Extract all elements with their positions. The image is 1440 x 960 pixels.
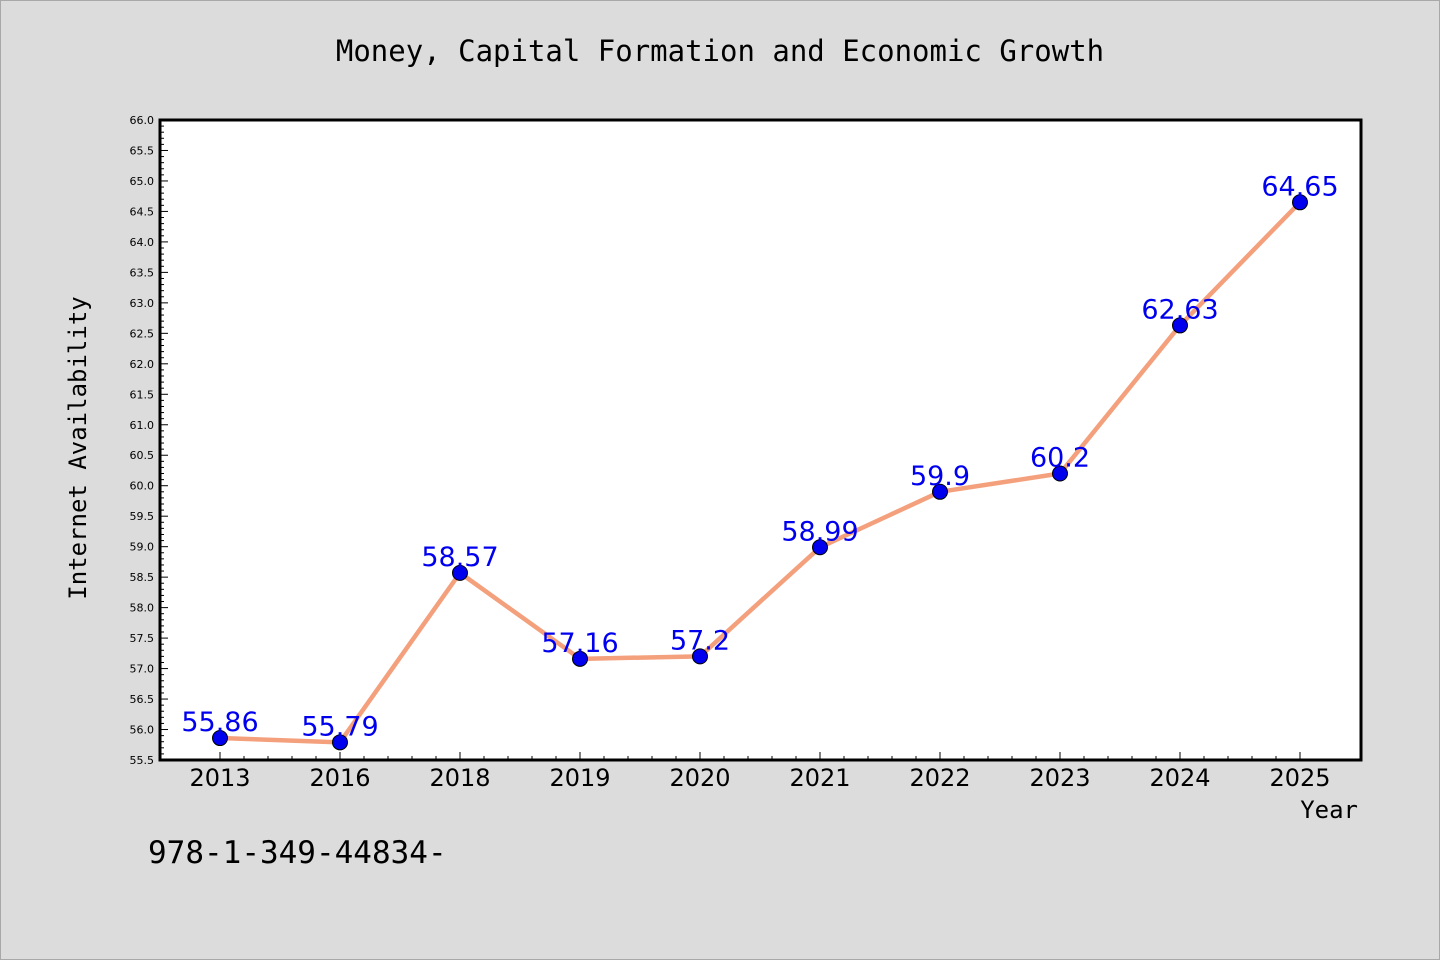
y-tick-label: 58.5: [130, 571, 155, 584]
data-point-marker: [452, 564, 468, 581]
y-tick-label: 57.0: [130, 663, 155, 676]
y-axis-ticks: 55.5 56.0 56.5 57.0 57.5 58.0 58.5 59.0 59.5 60.0…: [130, 114, 168, 767]
data-point-marker: [692, 648, 708, 665]
data-point-label: 58.99: [781, 516, 858, 547]
data-point-marker: [572, 650, 588, 667]
data-point-marker: [212, 730, 228, 747]
x-tick-label: 2016: [309, 764, 370, 792]
y-tick-label: 58.0: [130, 602, 155, 615]
y-tick-label: 63.0: [130, 297, 155, 310]
chart-title: Money, Capital Formation and Economic Gr…: [335, 34, 1105, 68]
data-point-label: 62.63: [1141, 294, 1218, 325]
data-point-label: 57.16: [541, 628, 618, 659]
data-point-label: 55.79: [301, 711, 378, 742]
x-tick-label: 2022: [909, 764, 970, 792]
x-axis-ticks: 2013 2016 2018 2019 2020 2021 2022 2023 2024 2025: [189, 752, 1331, 792]
data-point-marker: [1052, 465, 1068, 482]
x-tick-label: 2018: [429, 764, 490, 792]
y-tick-label: 65.0: [130, 175, 155, 188]
data-point-marker: [1172, 317, 1188, 334]
data-point-label: 64.65: [1261, 171, 1338, 202]
y-tick-label: 56.0: [130, 724, 155, 737]
y-tick-label: 60.5: [130, 449, 155, 462]
y-tick-label: 61.5: [130, 388, 155, 401]
series-line: [217, 200, 1303, 745]
y-tick-label: 62.5: [130, 327, 155, 340]
data-point-label: 60.2: [1030, 443, 1090, 474]
data-point-marker: [1292, 194, 1308, 211]
data-point-label: 59.9: [910, 461, 970, 492]
data-point-marker: [332, 734, 348, 751]
x-tick-label: 2025: [1269, 764, 1330, 792]
x-tick-label: 2019: [549, 764, 610, 792]
y-tick-label: 60.0: [130, 480, 155, 493]
data-point-label: 55.86: [181, 707, 258, 738]
y-tick-label: 65.5: [130, 144, 155, 157]
y-tick-label: 66.0: [130, 114, 155, 127]
footnote-text: 978-1-349-44834-: [148, 835, 447, 871]
x-tick-label: 2023: [1029, 764, 1090, 792]
y-tick-label: 57.5: [130, 632, 155, 645]
y-tick-label: 56.5: [130, 693, 155, 706]
data-point-label: 57.2: [670, 625, 730, 656]
y-tick-label: 62.0: [130, 358, 155, 371]
y-tick-label: 61.0: [130, 419, 155, 432]
y-tick-label: 63.5: [130, 266, 155, 279]
y-tick-label: 64.0: [130, 236, 155, 249]
x-tick-label: 2020: [669, 764, 730, 792]
data-point-label: 58.57: [421, 542, 498, 573]
data-point-marker: [932, 483, 948, 500]
x-tick-label: 2021: [789, 764, 850, 792]
y-tick-label: 59.5: [130, 510, 155, 523]
data-point-marker: [812, 539, 828, 556]
plot-area: [158, 118, 1363, 762]
x-axis-label: Year: [1300, 796, 1358, 824]
data-series: 55.86 55.79 58.57 57.16 57.2 58.99 59.9 60.2 62.…: [181, 171, 1339, 751]
y-tick-label: 55.5: [130, 754, 155, 767]
y-tick-label: 64.5: [130, 205, 155, 218]
y-tick-label: 59.0: [130, 541, 155, 554]
x-tick-label: 2013: [189, 764, 250, 792]
x-tick-label: 2024: [1149, 764, 1210, 792]
